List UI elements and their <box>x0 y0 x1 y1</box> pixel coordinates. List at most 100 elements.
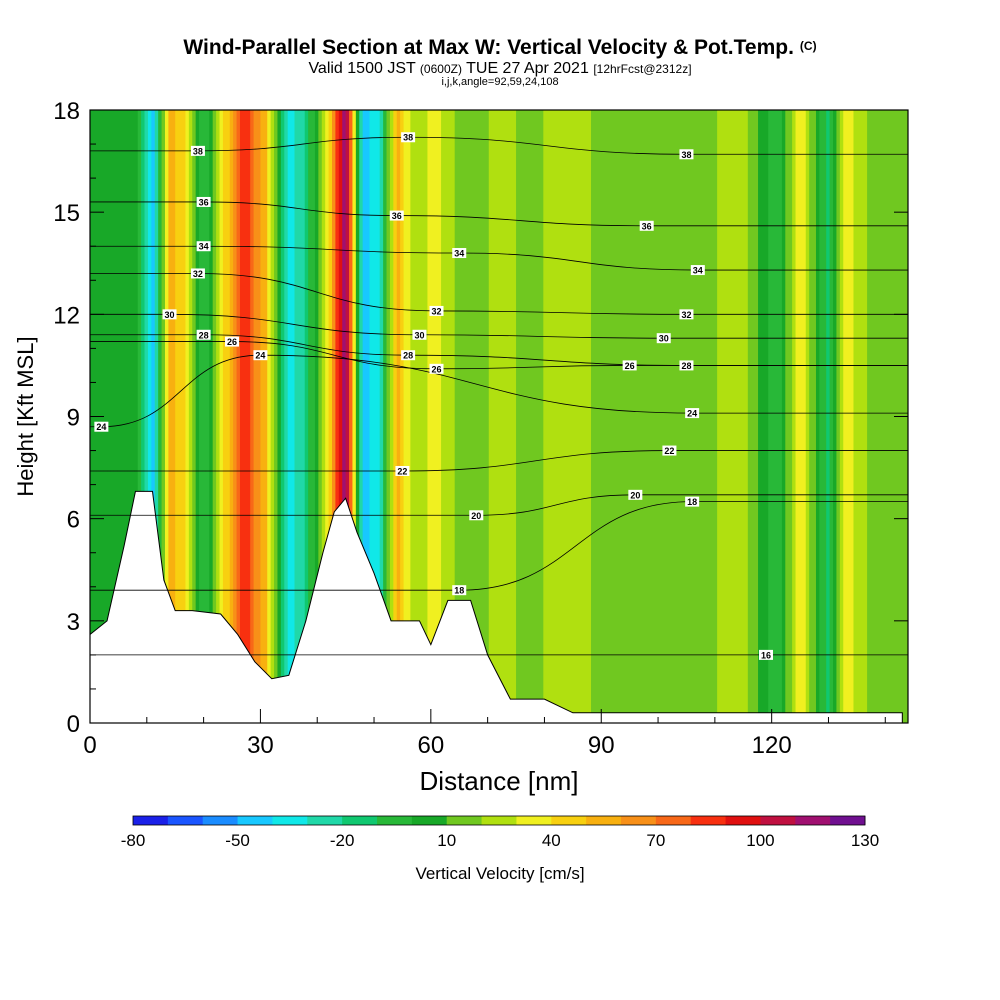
velocity-column <box>652 110 657 723</box>
velocity-column <box>717 110 722 723</box>
velocity-column <box>243 110 248 723</box>
velocity-column <box>141 110 146 723</box>
velocity-column <box>277 110 282 723</box>
velocity-column <box>475 110 480 723</box>
velocity-column <box>195 110 200 723</box>
velocity-column <box>137 110 142 723</box>
velocity-column <box>659 110 664 723</box>
velocity-column <box>151 110 156 723</box>
velocity-column <box>730 110 735 723</box>
isentrope-label: 32 <box>193 269 203 279</box>
velocity-column <box>573 110 578 723</box>
velocity-column <box>444 110 449 723</box>
isentrope-label: 32 <box>681 310 691 320</box>
velocity-column <box>250 110 255 723</box>
valid-utc: (0600Z) <box>419 62 462 76</box>
colorbar-swatch <box>760 816 796 825</box>
colorbar-label: -50 <box>225 831 250 850</box>
isentrope-label: 16 <box>761 650 771 660</box>
colorbar-label: 100 <box>746 831 774 850</box>
velocity-column <box>877 110 882 723</box>
velocity-column <box>509 110 514 723</box>
velocity-column <box>519 110 524 723</box>
velocity-column <box>516 110 521 723</box>
velocity-column <box>386 110 391 723</box>
velocity-column <box>219 110 224 723</box>
y-tick-label: 12 <box>53 302 80 329</box>
isentrope-line <box>90 201 908 227</box>
velocity-column <box>751 110 756 723</box>
velocity-column <box>471 110 476 723</box>
colorbar-swatch <box>342 816 378 825</box>
isentrope-line <box>90 273 908 315</box>
velocity-column <box>880 110 885 723</box>
velocity-column <box>178 110 183 723</box>
velocity-column <box>533 110 538 723</box>
velocity-column <box>209 110 214 723</box>
velocity-column <box>833 110 838 723</box>
isentrope-label: 30 <box>165 310 175 320</box>
velocity-column <box>284 110 289 723</box>
isentrope-label-box <box>401 350 416 361</box>
isentrope-label-box <box>662 445 677 456</box>
x-tick-label: 30 <box>247 732 274 759</box>
colorbar-swatch <box>237 816 273 825</box>
velocity-column <box>502 110 507 723</box>
isentrope-label: 28 <box>403 351 413 361</box>
isentrope-label: 38 <box>403 133 413 143</box>
velocity-column <box>676 110 681 723</box>
velocity-column <box>553 110 558 723</box>
velocity-column <box>666 110 671 723</box>
velocity-column <box>205 110 210 723</box>
velocity-column <box>451 110 456 723</box>
isentrope-label: 36 <box>392 211 402 221</box>
velocity-column <box>567 110 572 723</box>
velocity-column <box>314 110 319 723</box>
isentrope-label-box <box>452 248 467 259</box>
velocity-column <box>464 110 469 723</box>
velocity-column <box>543 110 548 723</box>
velocity-column <box>461 110 466 723</box>
velocity-column <box>529 110 534 723</box>
velocity-column <box>349 110 354 723</box>
velocity-column <box>758 110 763 723</box>
isentrope-line <box>90 136 908 155</box>
velocity-column <box>611 110 616 723</box>
velocity-column <box>522 110 527 723</box>
velocity-column <box>352 110 357 723</box>
velocity-column <box>267 110 272 723</box>
velocity-column <box>328 110 333 723</box>
isentrope-label-box <box>656 333 671 344</box>
isentrope-label-box <box>685 408 700 419</box>
velocity-column <box>270 110 275 723</box>
colorbar-swatch <box>272 816 308 825</box>
isentrope-label: 22 <box>397 466 407 476</box>
velocity-column <box>815 110 820 723</box>
velocity-column <box>744 110 749 723</box>
velocity-column <box>536 110 541 723</box>
velocity-column <box>468 110 473 723</box>
isentrope-label: 28 <box>199 330 209 340</box>
velocity-column <box>427 110 432 723</box>
velocity-column <box>403 110 408 723</box>
velocity-column <box>185 110 190 723</box>
isentrope-label-box <box>401 132 416 143</box>
isentrope-label-box <box>94 421 109 432</box>
velocity-column <box>400 110 405 723</box>
velocity-column <box>134 110 139 723</box>
velocity-column <box>805 110 810 723</box>
velocity-column <box>850 110 855 723</box>
y-tick-label: 15 <box>53 200 80 227</box>
isentrope-label-box <box>452 585 467 596</box>
colorbar-swatch <box>202 816 239 825</box>
isentrope-label-box <box>690 265 705 276</box>
isentrope-label-box <box>679 149 694 160</box>
velocity-column <box>495 110 500 723</box>
velocity-field <box>90 110 908 723</box>
isentrope-label-box <box>628 489 643 500</box>
isentrope-labels: 16 18 18 20 20 22 22 24 24 24 26 26 26 28 28 28 30 30 30 32… <box>94 132 773 660</box>
velocity-column <box>768 110 773 723</box>
velocity-column <box>124 110 129 723</box>
velocity-column <box>795 110 800 723</box>
colorbar-frame <box>132 815 866 826</box>
